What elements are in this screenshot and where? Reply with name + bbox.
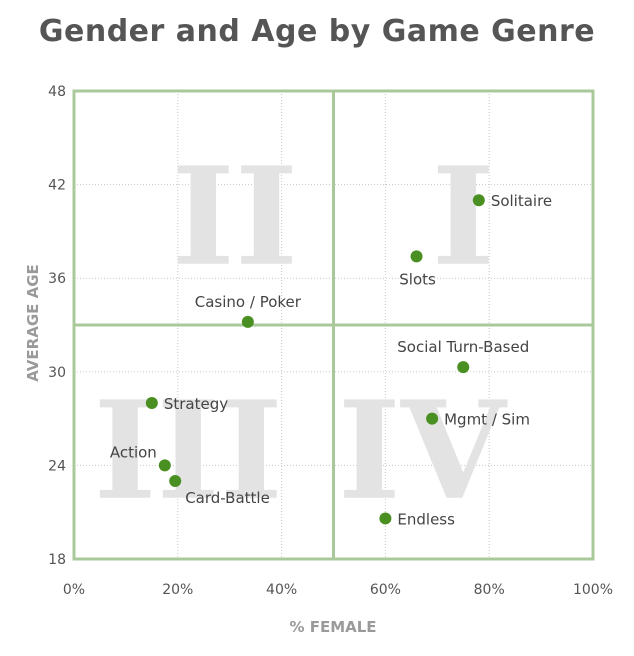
data-point bbox=[158, 459, 171, 472]
data-point-label: Slots bbox=[399, 270, 436, 288]
x-tick-label: 60% bbox=[370, 582, 401, 598]
data-point-label: Endless bbox=[397, 510, 455, 528]
data-point bbox=[241, 315, 254, 328]
quadrant-numeral: I bbox=[432, 137, 495, 296]
chart-frame bbox=[72, 89, 595, 561]
quadrant-numeral: III bbox=[93, 371, 282, 530]
y-tick-label: 30 bbox=[48, 365, 66, 381]
data-point bbox=[379, 512, 392, 525]
x-tick-label: 40% bbox=[266, 582, 297, 598]
axis-ticks: 0% 20% 40% 60% 80% 100% 18 24 30 36 42 48 bbox=[48, 84, 613, 598]
data-point bbox=[457, 361, 470, 374]
data-point-label: Solitaire bbox=[491, 192, 552, 210]
data-point bbox=[145, 397, 158, 409]
data-point bbox=[426, 412, 439, 425]
data-point bbox=[472, 194, 485, 207]
x-tick-label: 0% bbox=[63, 582, 85, 598]
x-tick-label: 20% bbox=[162, 582, 193, 598]
y-tick-label: 36 bbox=[48, 271, 66, 287]
data-point-label: Action bbox=[110, 443, 157, 461]
data-point-label: Card-Battle bbox=[185, 489, 270, 507]
data-point-label: Casino / Poker bbox=[195, 293, 302, 311]
quadrant-numeral: IV bbox=[338, 371, 508, 530]
data-point-label: Mgmt / Sim bbox=[444, 411, 530, 429]
x-tick-label: 100% bbox=[573, 582, 613, 598]
x-axis-label: % FEMALE bbox=[289, 618, 376, 636]
data-points bbox=[145, 194, 485, 525]
x-tick-label: 80% bbox=[474, 582, 505, 598]
data-point bbox=[410, 250, 423, 263]
chart-title: Gender and Age by Game Genre bbox=[38, 14, 596, 49]
data-point-label: Strategy bbox=[164, 395, 228, 413]
data-point bbox=[169, 475, 182, 487]
y-tick-label: 42 bbox=[48, 178, 66, 194]
data-point-label: Social Turn-Based bbox=[397, 338, 529, 356]
y-tick-label: 24 bbox=[48, 458, 66, 474]
quadrant-numeral: II bbox=[172, 137, 298, 296]
point-labels: Solitaire Slots Casino / Poker Social Turn-… bbox=[110, 192, 552, 528]
y-tick-label: 18 bbox=[48, 552, 66, 568]
y-axis-label: AVERAGE AGE bbox=[24, 264, 42, 382]
y-tick-label: 48 bbox=[48, 84, 66, 100]
